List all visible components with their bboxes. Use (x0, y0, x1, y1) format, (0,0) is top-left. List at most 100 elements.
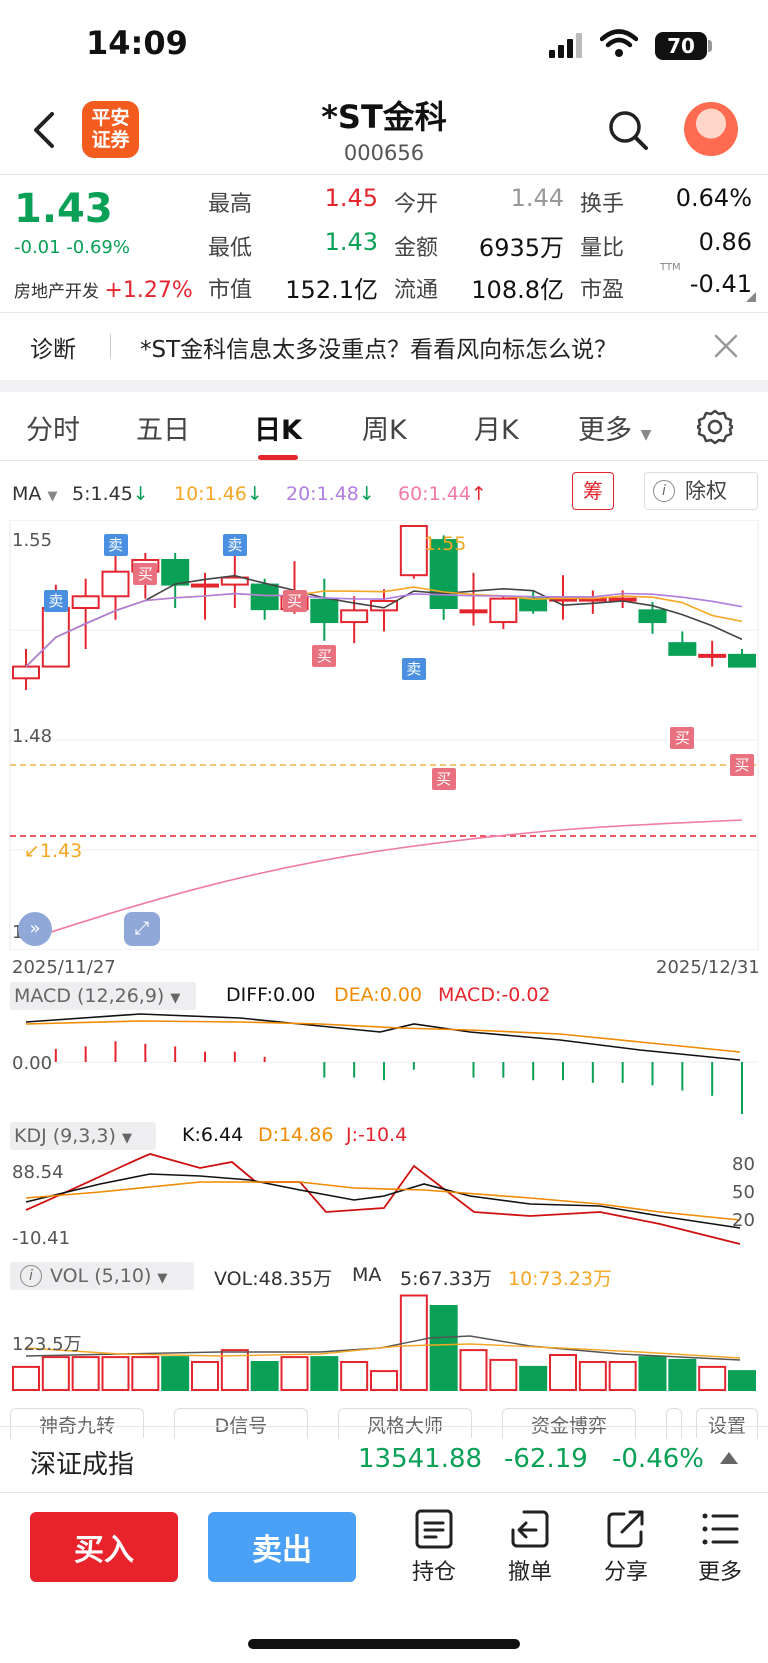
index-name[interactable]: 深证成指 (30, 1450, 135, 1480)
tab-more[interactable]: 更多 ▼ (578, 408, 651, 447)
diagnosis-label[interactable]: 诊断 (30, 337, 76, 363)
kdj-selector[interactable]: KDJ (9,3,3) ▼ (10, 1122, 156, 1150)
candle-body[interactable] (12, 665, 40, 680)
ma5-value: 5:1.45↓ (72, 483, 149, 505)
quote-label: 量比 (580, 236, 625, 261)
buy-signal-tag[interactable]: 买 (312, 645, 337, 667)
candle-body[interactable] (429, 539, 458, 609)
macd-chart (10, 1013, 758, 1114)
gear-icon[interactable] (697, 409, 733, 445)
chip-settings[interactable]: 设置 (696, 1408, 758, 1438)
corner-mark-icon (746, 292, 756, 302)
macd-selector[interactable]: MACD (12,26,9) ▼ (10, 982, 196, 1010)
macd-value: MACD:-0.02 (438, 984, 551, 1006)
home-indicator[interactable] (248, 1639, 520, 1649)
chip-partial[interactable] (666, 1408, 682, 1438)
buy-signal-tag[interactable]: 买 (730, 754, 754, 776)
vol-axis: 123.5万 (12, 1334, 82, 1355)
candle-body[interactable] (71, 595, 100, 609)
candle-body[interactable] (728, 653, 756, 668)
fullscreen-icon[interactable]: ⤢ (124, 912, 160, 946)
kdj-chart (25, 1153, 741, 1245)
vol-selector-label: VOL (5,10) (50, 1265, 152, 1287)
chip-distribution-button[interactable]: 筹 (572, 472, 614, 510)
sector-label: 房地产开发 (14, 282, 99, 302)
sell-signal-tag[interactable]: 卖 (103, 534, 128, 556)
candle-body[interactable] (459, 609, 488, 614)
vol-value: VOL:48.35万 (214, 1268, 332, 1290)
tab-daily-k[interactable]: 日K (254, 415, 302, 446)
candle-body[interactable] (310, 598, 339, 624)
sell-signal-tag[interactable]: 卖 (401, 658, 426, 680)
nav-holdings[interactable]: 持仓 (394, 1508, 474, 1586)
nav-share[interactable]: 分享 (586, 1508, 666, 1586)
buy-signal-tag[interactable]: 买 (431, 768, 456, 790)
kdj-k-line (25, 1173, 741, 1229)
chip-capital-game[interactable]: 资金博弈 (502, 1408, 636, 1438)
volume-bar (429, 1305, 458, 1391)
volume-bar (71, 1356, 100, 1391)
tab-intraday[interactable]: 分时 (26, 415, 80, 446)
sell-button[interactable]: 卖出 (208, 1512, 356, 1582)
sector-change[interactable]: 房地产开发 +1.27% (14, 277, 193, 303)
candle-body[interactable] (340, 609, 369, 624)
kdj-k: K:6.44 (182, 1124, 244, 1146)
volume-bar (280, 1356, 309, 1391)
quote-value: 6935万 (478, 234, 564, 262)
caret-down-icon: ▼ (170, 991, 181, 1006)
quote-value: 1.44 (510, 184, 564, 212)
tab-more-label: 更多 (578, 415, 632, 446)
nav-more[interactable]: 更多 (680, 1508, 760, 1586)
nav-cancel-label: 撤单 (507, 1560, 552, 1585)
nav-cancel-order[interactable]: 撤单 (490, 1508, 570, 1586)
candle-body[interactable] (698, 653, 727, 658)
buy-signal-tag[interactable]: 买 (282, 590, 307, 612)
candle-body[interactable] (519, 597, 548, 612)
sell-signal-tag[interactable]: 卖 (43, 590, 68, 612)
close-icon[interactable] (712, 332, 740, 360)
sell-signal-tag[interactable]: 卖 (222, 534, 247, 556)
search-icon[interactable] (606, 108, 650, 152)
y-axis-mid: 1.48 (12, 726, 53, 747)
kdj-j-line (25, 1153, 741, 1245)
diagnosis-message[interactable]: *ST金科信息太多没重点？看看风向标怎么说？ (140, 337, 618, 363)
volume-bar (728, 1370, 756, 1391)
candle-body[interactable] (161, 558, 190, 586)
tab-weekly-k[interactable]: 周K (362, 415, 407, 446)
vol-ma-label: MA (352, 1264, 382, 1286)
buy-button[interactable]: 买入 (30, 1512, 178, 1582)
candle-body[interactable] (101, 570, 130, 598)
assistant-avatar[interactable] (684, 102, 738, 156)
scroll-left-icon[interactable]: » (18, 912, 52, 946)
candle-body[interactable] (489, 597, 518, 624)
candle-body[interactable] (250, 583, 279, 611)
back-arrow-icon[interactable] (28, 110, 64, 150)
volume-bar (638, 1356, 667, 1391)
chip-d-signal[interactable]: D信号 (174, 1408, 308, 1438)
ma-selector[interactable]: MA ▼ (12, 483, 57, 505)
arrow-down-icon: ↓ (132, 483, 149, 505)
kline-chart[interactable] (0, 520, 768, 950)
buy-signal-tag[interactable]: 买 (133, 563, 158, 585)
volume-bar (250, 1361, 279, 1391)
buy-signal-tag[interactable]: 买 (670, 727, 695, 749)
stock-name: *ST金科 (321, 98, 447, 136)
vol-ma10: 10:73.23万 (508, 1268, 612, 1290)
candle-body[interactable] (638, 609, 667, 624)
candle-body[interactable] (399, 525, 428, 577)
chip-nine-turns[interactable]: 神奇九转 (10, 1408, 144, 1438)
candle-body[interactable] (668, 642, 697, 656)
expand-up-icon[interactable] (720, 1452, 738, 1464)
divider (0, 174, 768, 175)
candle-body[interactable] (191, 583, 219, 588)
caret-down-icon: ▼ (47, 489, 58, 504)
ma5-text: 5:1.45 (72, 483, 133, 505)
tab-monthly-k[interactable]: 月K (474, 415, 519, 446)
chip-style-master[interactable]: 风格大师 (338, 1408, 472, 1438)
ex-rights-button[interactable]: 除权 (644, 472, 758, 510)
y-axis-top: 1.55 (12, 530, 53, 551)
candle-body[interactable] (220, 576, 249, 586)
kline-frame (9, 520, 759, 950)
vol-ma10-line (25, 1343, 741, 1359)
tab-five-day[interactable]: 五日 (136, 415, 190, 446)
